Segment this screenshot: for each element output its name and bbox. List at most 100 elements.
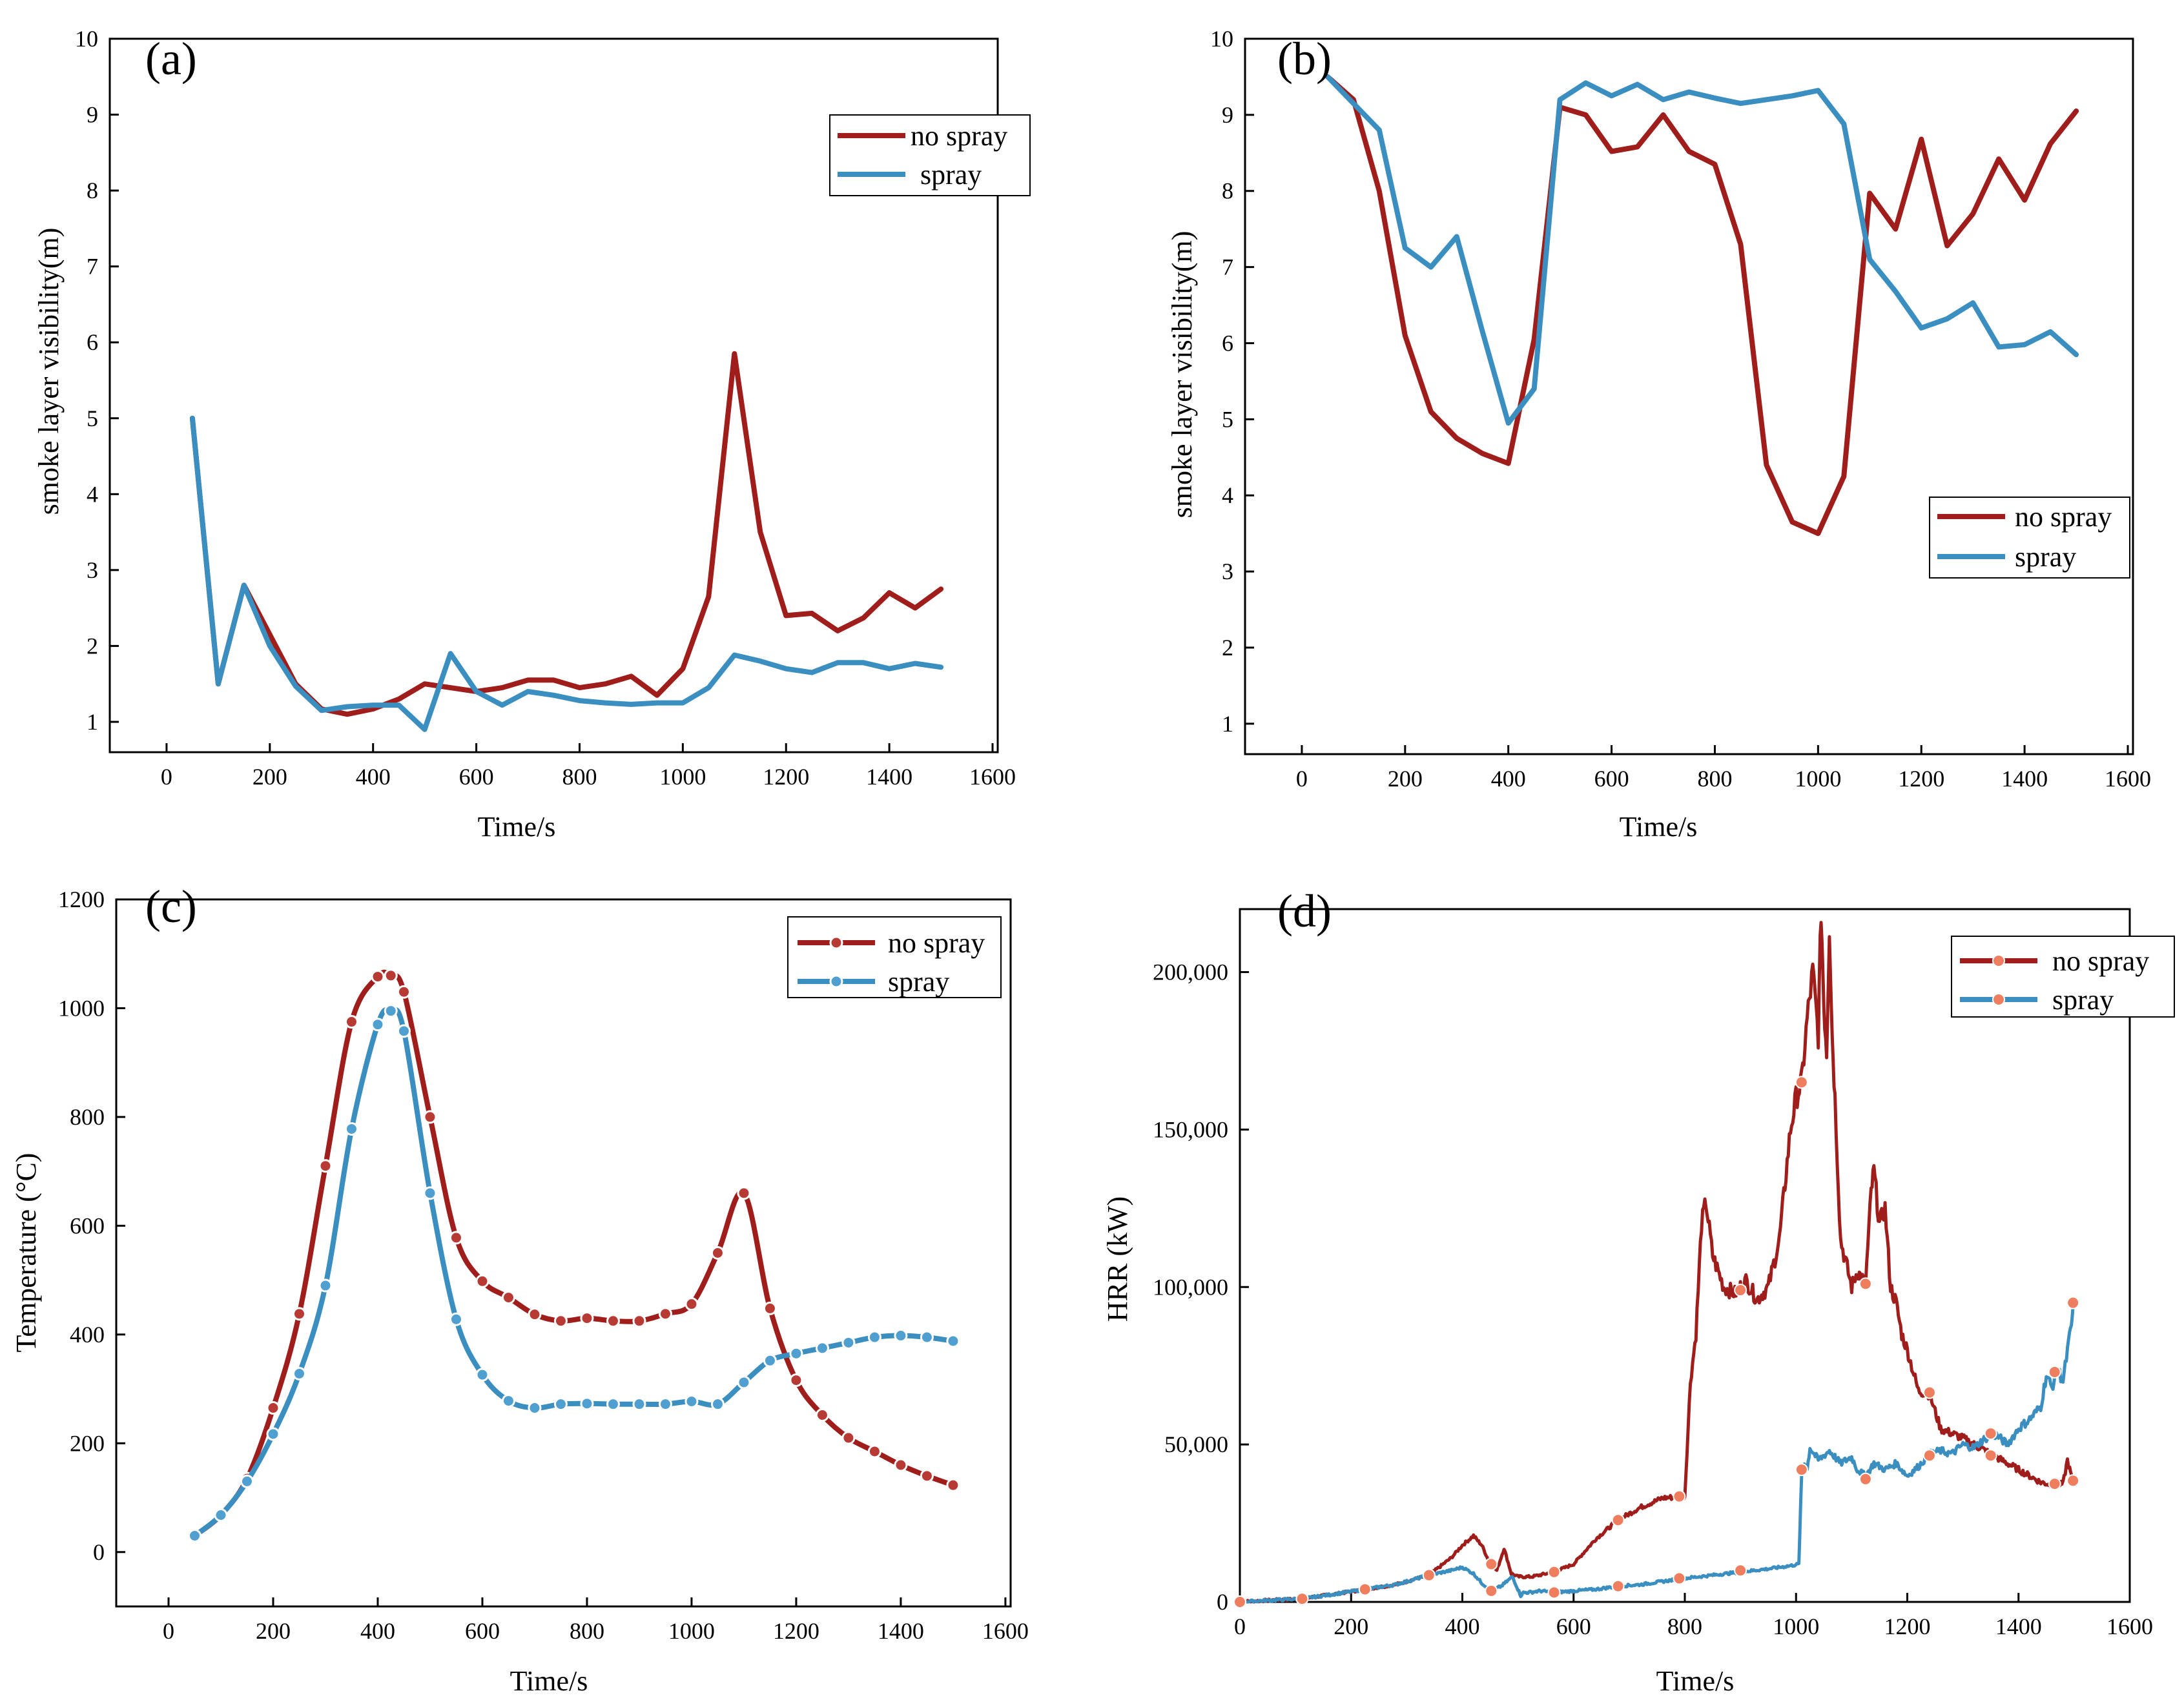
x-tick-label: 1400 <box>2001 766 2048 792</box>
data-point-no-spray <box>475 1274 489 1288</box>
data-point-spray <box>240 1474 254 1488</box>
panel-a-visibility-ig: 0 200 400 600 800 1000 1200 1400 1600 1 2 3 4 5 6 7 8 9 10… <box>33 26 1031 843</box>
data-point-no-spray <box>1673 1490 1686 1503</box>
y-tick-label: 8 <box>87 178 98 203</box>
legend-label-no-spray: no spray <box>888 927 985 959</box>
x-tick-label: 1000 <box>1773 1614 1819 1639</box>
panel-label: (a) <box>145 33 197 85</box>
data-point-no-spray <box>632 1314 646 1328</box>
x-tick-label: 400 <box>360 1618 395 1644</box>
data-point-no-spray <box>397 985 411 999</box>
y-tick-label: 1000 <box>58 995 105 1021</box>
x-tick-label: 1000 <box>668 1618 715 1644</box>
data-point-no-spray <box>2066 1474 2080 1488</box>
x-tick-label: 200 <box>256 1618 291 1644</box>
y-tick-label: 200 <box>70 1430 105 1456</box>
x-tick-label: 1400 <box>1995 1614 2042 1639</box>
data-point-spray <box>658 1397 672 1411</box>
data-point-spray <box>2048 1365 2061 1379</box>
data-point-spray <box>763 1353 777 1368</box>
legend-label-spray: spray <box>2052 984 2114 1016</box>
x-axis-label: Time/s <box>510 1665 588 1697</box>
data-point-spray <box>423 1186 437 1200</box>
x-tick-label: 1600 <box>2107 1614 2153 1639</box>
data-point-no-spray <box>318 1159 333 1173</box>
y-tick-label: 6 <box>1222 330 1233 356</box>
data-point-spray <box>1358 1583 1372 1596</box>
x-tick-label: 800 <box>570 1618 604 1644</box>
axis-ticks: 0 200 400 600 800 1000 1200 1400 1600 1 2 3 4 5 6 7 8 9 10 <box>1210 26 2151 792</box>
data-point-no-spray <box>580 1311 594 1326</box>
x-tick-label: 400 <box>1445 1614 1480 1639</box>
data-point-spray <box>1984 1427 1997 1441</box>
y-tick-label: 2 <box>1222 635 1233 661</box>
data-point-no-spray <box>1485 1557 1498 1571</box>
y-tick-label: 0 <box>1217 1589 1228 1615</box>
data-point-spray <box>318 1278 333 1293</box>
x-tick-label: 0 <box>163 1618 174 1644</box>
legend: no spray spray <box>829 114 1031 196</box>
series-line-spray <box>1324 74 2079 426</box>
data-point-no-spray <box>710 1246 725 1260</box>
legend-box <box>1951 936 2175 1018</box>
series-lines <box>1324 74 2079 537</box>
panel-label: (b) <box>1277 33 1332 85</box>
series-line-no-spray <box>1324 74 2079 537</box>
data-point-spray <box>710 1397 725 1411</box>
data-point-spray <box>606 1397 620 1411</box>
data-point-no-spray <box>815 1408 829 1422</box>
x-tick-label: 600 <box>1594 766 1629 792</box>
data-point-spray <box>2066 1296 2080 1309</box>
x-tick-label: 1000 <box>1795 766 1841 792</box>
legend: no spray spray <box>1929 497 2130 579</box>
y-axis-label: smoke layer visibility(m) <box>1166 231 1198 518</box>
data-point-spray <box>501 1394 515 1408</box>
series-line-no-spray <box>192 969 956 1539</box>
data-point-spray <box>946 1334 960 1348</box>
x-tick-label: 1200 <box>773 1618 819 1644</box>
data-point-no-spray <box>1547 1565 1561 1579</box>
series-lines <box>187 969 960 1543</box>
x-tick-label: 0 <box>161 764 172 790</box>
data-point-spray <box>815 1341 829 1355</box>
legend-box <box>829 114 1031 196</box>
data-point-spray <box>1422 1568 1436 1582</box>
x-tick-label: 1600 <box>2105 766 2151 792</box>
data-point-no-spray <box>266 1401 280 1415</box>
data-point-spray <box>1233 1595 1246 1608</box>
data-point-spray <box>1795 1463 1808 1477</box>
x-tick-label: 200 <box>1334 1614 1368 1639</box>
axis-ticks: 0 200 400 600 800 1000 1200 1400 1600 0 200 400 600 8… <box>58 887 1029 1644</box>
axis-ticks: 0 200 400 600 800 1000 1200 1400 1600 1 2 3 4 5 6 7 8 9 10 <box>75 26 1016 790</box>
data-point-no-spray <box>789 1373 803 1388</box>
x-tick-label: 1400 <box>878 1618 924 1644</box>
series-line-no-spray <box>189 351 944 717</box>
data-point-no-spray <box>894 1458 908 1472</box>
x-tick-label: 1200 <box>763 764 809 790</box>
data-point-no-spray <box>1611 1513 1625 1527</box>
y-tick-label: 3 <box>1222 559 1233 584</box>
data-point-spray <box>344 1122 358 1136</box>
x-tick-label: 1200 <box>1884 1614 1931 1639</box>
data-point-no-spray <box>658 1307 672 1321</box>
legend-box <box>787 916 1002 998</box>
data-point-spray <box>1922 1449 1936 1462</box>
y-tick-label: 50,000 <box>1164 1431 1228 1457</box>
data-point-no-spray <box>1859 1277 1872 1291</box>
data-point-spray <box>371 1018 385 1032</box>
data-point-no-spray <box>553 1314 568 1328</box>
data-point-spray <box>528 1401 542 1415</box>
data-point-spray <box>894 1329 908 1343</box>
y-tick-label: 5 <box>1222 406 1233 432</box>
x-axis-label: Time/s <box>1620 811 1698 843</box>
data-point-no-spray <box>841 1431 856 1445</box>
legend-marker-no-spray <box>1992 954 2005 967</box>
data-point-no-spray <box>763 1301 777 1315</box>
y-tick-label: 9 <box>1222 102 1233 128</box>
data-point-spray <box>266 1427 280 1441</box>
y-tick-label: 1 <box>87 709 98 735</box>
data-point-spray <box>553 1397 568 1411</box>
data-point-no-spray <box>946 1478 960 1492</box>
legend-box <box>1929 497 2130 579</box>
data-point-no-spray <box>1922 1386 1936 1399</box>
